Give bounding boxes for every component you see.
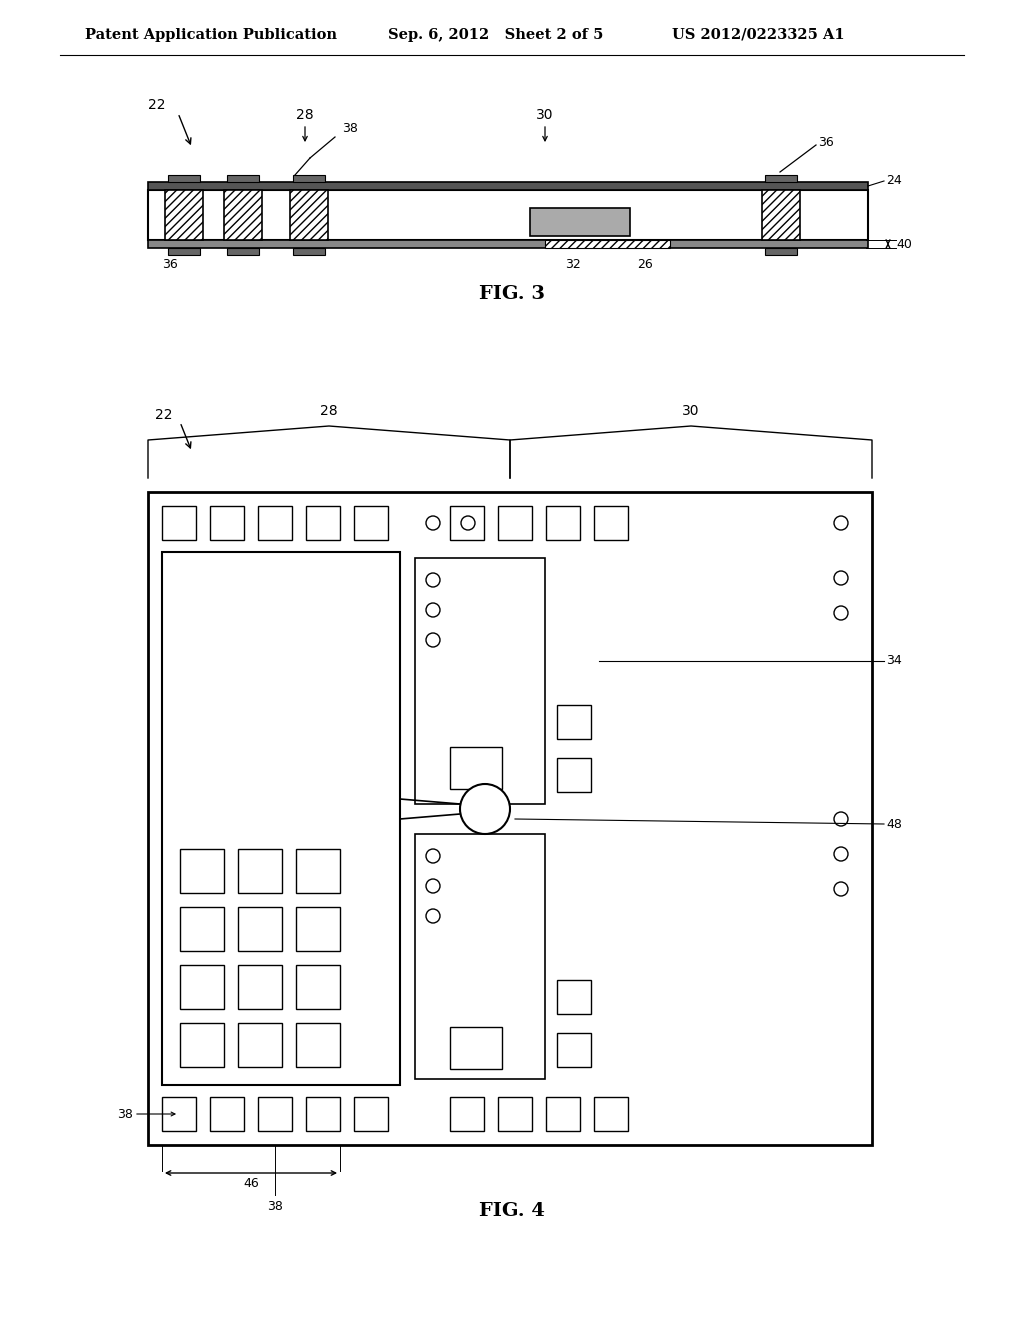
Bar <box>162 506 196 540</box>
Bar <box>354 1097 388 1131</box>
Bar <box>450 747 502 789</box>
Circle shape <box>426 634 440 647</box>
Circle shape <box>426 879 440 894</box>
Bar <box>354 506 388 540</box>
Circle shape <box>834 882 848 896</box>
Text: 38: 38 <box>342 121 358 135</box>
Text: 48: 48 <box>886 817 902 830</box>
Bar <box>498 1097 532 1131</box>
Text: 38: 38 <box>117 1107 133 1121</box>
Bar <box>168 248 200 255</box>
Bar <box>148 182 868 190</box>
Text: US 2012/0223325 A1: US 2012/0223325 A1 <box>672 28 845 42</box>
Text: Patent Application Publication: Patent Application Publication <box>85 28 337 42</box>
Circle shape <box>426 909 440 923</box>
Bar <box>238 907 282 950</box>
Bar <box>165 190 203 240</box>
Bar <box>210 1097 244 1131</box>
Bar <box>227 176 259 182</box>
Bar <box>258 506 292 540</box>
Text: 22: 22 <box>148 98 166 112</box>
Text: 22: 22 <box>155 408 172 422</box>
Bar <box>148 240 868 248</box>
Bar <box>546 1097 580 1131</box>
Circle shape <box>426 516 440 531</box>
Bar <box>148 190 868 240</box>
Bar <box>557 705 591 739</box>
Bar <box>148 492 872 1144</box>
Bar <box>224 190 262 240</box>
Bar <box>557 979 591 1014</box>
Text: 30: 30 <box>537 108 554 121</box>
Bar <box>180 907 224 950</box>
Bar <box>415 558 545 804</box>
Text: 30: 30 <box>682 404 699 418</box>
Text: 26: 26 <box>637 257 653 271</box>
Circle shape <box>426 603 440 616</box>
Bar <box>238 965 282 1008</box>
Bar <box>306 506 340 540</box>
Bar <box>450 1097 484 1131</box>
Bar <box>545 240 670 248</box>
Bar <box>293 176 325 182</box>
Text: FIG. 4: FIG. 4 <box>479 1203 545 1220</box>
Bar <box>180 1023 224 1067</box>
Bar <box>765 176 797 182</box>
Bar <box>290 190 328 240</box>
Bar <box>594 1097 628 1131</box>
Bar <box>557 758 591 792</box>
Circle shape <box>834 572 848 585</box>
Bar <box>180 965 224 1008</box>
Bar <box>557 1034 591 1067</box>
Bar <box>296 907 340 950</box>
Bar <box>450 506 484 540</box>
Bar <box>227 248 259 255</box>
Bar <box>162 1097 196 1131</box>
Text: 46: 46 <box>243 1177 259 1191</box>
Text: 28: 28 <box>321 404 338 418</box>
Bar <box>415 834 545 1078</box>
Bar <box>210 506 244 540</box>
Circle shape <box>461 516 475 531</box>
Bar <box>450 1027 502 1069</box>
Text: 34: 34 <box>886 655 902 668</box>
Bar <box>168 176 200 182</box>
Bar <box>296 1023 340 1067</box>
Text: 40: 40 <box>896 238 912 251</box>
Bar <box>546 506 580 540</box>
Circle shape <box>834 516 848 531</box>
Text: FIG. 3: FIG. 3 <box>479 285 545 304</box>
Text: 24: 24 <box>886 174 902 187</box>
Circle shape <box>834 847 848 861</box>
Circle shape <box>426 849 440 863</box>
Bar <box>293 248 325 255</box>
Circle shape <box>426 573 440 587</box>
Bar <box>258 1097 292 1131</box>
Bar <box>594 506 628 540</box>
Bar <box>530 209 630 236</box>
Text: 36: 36 <box>818 136 834 149</box>
Bar <box>306 1097 340 1131</box>
Text: 36: 36 <box>162 257 178 271</box>
Bar <box>238 1023 282 1067</box>
Bar <box>296 965 340 1008</box>
Circle shape <box>834 606 848 620</box>
Circle shape <box>834 812 848 826</box>
Text: 38: 38 <box>267 1200 283 1213</box>
Bar <box>296 849 340 894</box>
Text: 32: 32 <box>565 257 581 271</box>
Bar <box>765 248 797 255</box>
Bar <box>162 552 400 1085</box>
Text: Sep. 6, 2012   Sheet 2 of 5: Sep. 6, 2012 Sheet 2 of 5 <box>388 28 603 42</box>
Bar <box>180 849 224 894</box>
Circle shape <box>460 784 510 834</box>
Bar <box>498 506 532 540</box>
Text: 28: 28 <box>296 108 313 121</box>
Bar <box>238 849 282 894</box>
Bar <box>762 190 800 240</box>
